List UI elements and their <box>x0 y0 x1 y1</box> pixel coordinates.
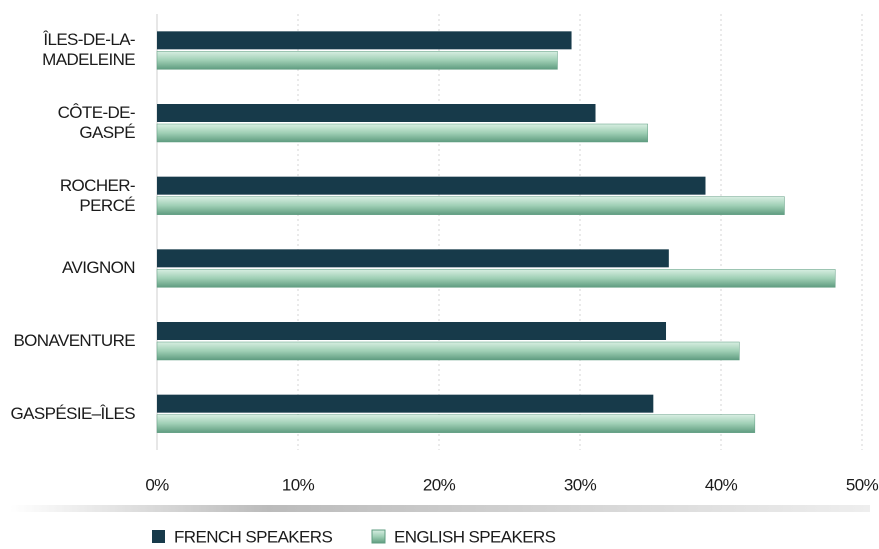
x-tick-label: 0% <box>145 475 169 494</box>
bar <box>157 31 572 50</box>
bar <box>156 51 558 70</box>
bar <box>157 176 706 195</box>
y-tick-label: CÔTE-DE-GASPÉ <box>57 103 136 142</box>
y-tick-label: ÎLES-DE-LA-MADELEINE <box>42 30 135 70</box>
x-tick-label: 20% <box>423 475 456 494</box>
x-tick-label: 50% <box>846 475 879 494</box>
y-tick-label: ROCHER-PERCÉ <box>59 175 136 215</box>
x-tick-label: 10% <box>282 475 315 494</box>
y-tick-label: AVIGNON <box>62 258 136 278</box>
bar <box>156 414 756 433</box>
x-tick-label: 40% <box>705 475 738 494</box>
bar <box>157 394 654 413</box>
x-tick-label: 30% <box>564 475 597 494</box>
legend-label: ENGLISH SPEAKERS <box>394 527 556 546</box>
bar <box>156 341 740 361</box>
divider <box>10 505 870 512</box>
legend-label: FRENCH SPEAKERS <box>174 527 332 546</box>
bar <box>156 123 648 143</box>
y-tick-label: BONAVENTURE <box>13 331 135 350</box>
bar <box>157 104 596 122</box>
y-tick-label: GASPÉSIE–ÎLES <box>10 403 136 423</box>
bar <box>157 249 669 268</box>
bar <box>156 269 836 288</box>
bar <box>156 196 785 215</box>
legend-swatch <box>371 529 386 544</box>
legend-swatch <box>152 530 165 543</box>
bar <box>157 322 667 340</box>
